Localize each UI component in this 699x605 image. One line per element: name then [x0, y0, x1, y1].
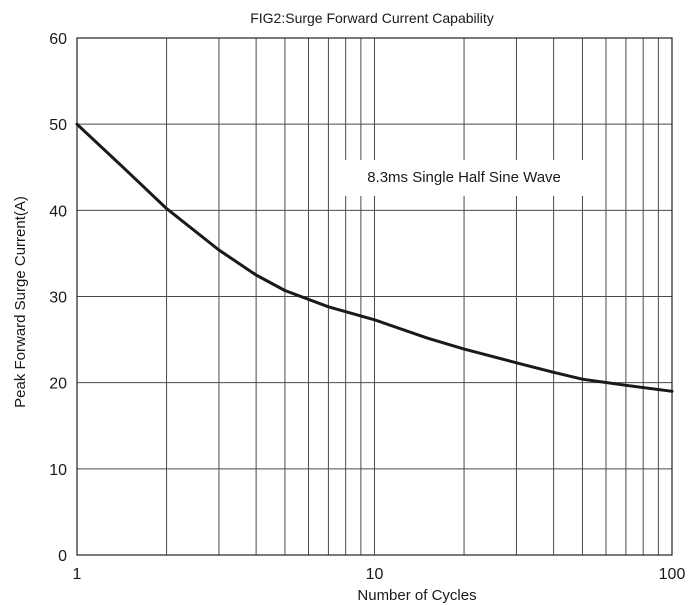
plot-frame [76, 37, 673, 556]
data-point [515, 361, 518, 365]
data-point [327, 305, 330, 309]
data-point [254, 273, 258, 277]
data-point [373, 318, 376, 321]
data-point [283, 289, 287, 292]
data-point [581, 378, 584, 381]
y-tick-label: 10 [49, 462, 67, 479]
data-point [624, 384, 628, 387]
y-tick-label: 50 [49, 117, 67, 134]
y-tick-label: 60 [49, 31, 67, 48]
data-point [75, 122, 79, 126]
grid [77, 37, 672, 555]
x-tick-label: 10 [366, 566, 384, 583]
annotation-label: 8.3ms Single Half Sine Wave [367, 169, 561, 186]
chart-title: FIG2:Surge Forward Current Capability [250, 10, 494, 26]
data-point [670, 390, 674, 393]
data-point [217, 248, 221, 252]
axes: 0 10 20 30 40 50 60 1 10 100 [49, 31, 685, 583]
y-axis-label: Peak Forward Surge Current(A) [12, 196, 29, 408]
x-axis-label: Number of Cycles [357, 587, 476, 604]
y-tick-label: 40 [49, 203, 67, 220]
x-tick-label: 100 [659, 566, 686, 583]
data-point [552, 371, 555, 374]
x-tick-label: 1 [73, 566, 82, 583]
data-point [128, 172, 131, 175]
data-point [165, 207, 168, 210]
data-point [425, 336, 429, 340]
data-point [462, 347, 466, 351]
y-tick-label: 30 [49, 290, 67, 307]
y-tick-label: 0 [58, 548, 67, 565]
annotation-box [329, 159, 600, 196]
data-layer [75, 122, 674, 393]
y-tick-label: 20 [49, 376, 67, 393]
